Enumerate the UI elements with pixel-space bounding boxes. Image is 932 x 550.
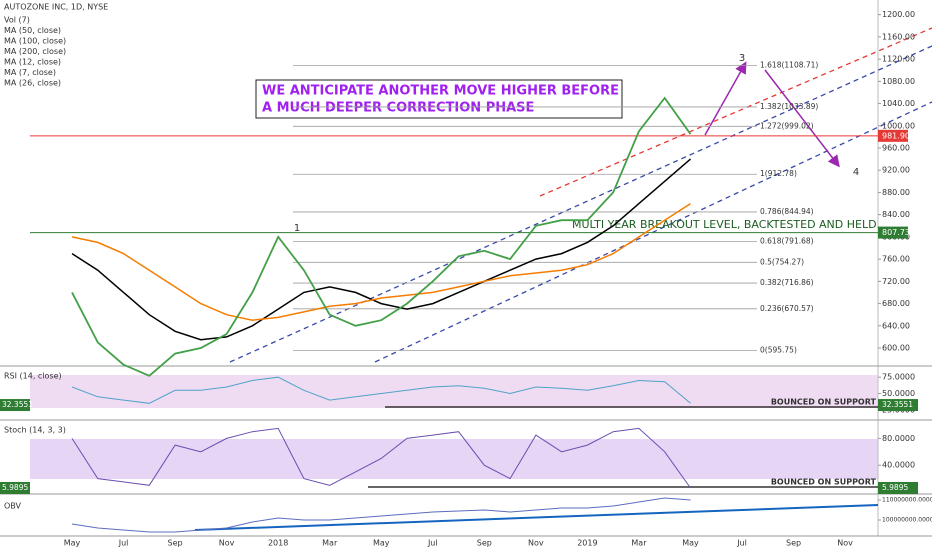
x-tick-label: Jul (736, 539, 747, 548)
legend-entry: MA (200, close) (4, 47, 66, 56)
y-tick-label: 75.0000 (882, 373, 915, 382)
y-tick-label: 880.00 (882, 188, 910, 197)
x-tick-label: Mar (631, 539, 647, 548)
y-tick-label: 1120.00 (882, 55, 915, 64)
price-label: 807.73 (882, 228, 910, 237)
x-tick-label: May (64, 539, 81, 548)
fib-label: 0.618(791.68) (760, 237, 814, 246)
current-badge (0, 399, 30, 412)
price-label: 981.90 (882, 131, 910, 140)
projection-arrow (764, 69, 840, 168)
fib-label: 0.5(754.27) (760, 257, 804, 266)
rsi-band (30, 375, 878, 408)
y-tick-label: 110000000.0000 (882, 497, 932, 504)
headline: WE ANTICIPATE ANOTHER MOVE HIGHER BEFORE (262, 84, 619, 99)
y-tick-label: 100000000.0000 (882, 517, 932, 524)
projection-arrow (704, 61, 747, 136)
y-tick-label: 640.00 (882, 321, 910, 330)
fib-label: 0.236(670.57) (760, 304, 814, 313)
x-tick-label: 2018 (268, 539, 288, 548)
legend-entry: MA (7, close) (4, 68, 56, 77)
price-badge (878, 226, 908, 239)
price-badge (878, 129, 908, 142)
y-tick-label: 920.00 (882, 166, 910, 175)
pane-title: Stoch (14, 3, 3) (4, 426, 66, 435)
wave-label: 4 (853, 167, 859, 178)
y-tick-label: 840.00 (882, 210, 910, 219)
fib-label: 1.618(1108.71) (760, 60, 818, 69)
fib-label: 0.382(716.86) (760, 278, 814, 287)
data-line (71, 96, 692, 377)
data-line (71, 376, 691, 404)
fib-label: 1(912.78) (760, 169, 797, 178)
y-tick-label: 600.00 (882, 344, 910, 353)
legend-entry: Vol (7) (4, 16, 30, 25)
y-tick-label: 1080.00 (882, 77, 915, 86)
current-label: 5.9895 (2, 483, 28, 492)
y-tick-label: 1000.00 (882, 121, 915, 130)
legend-entry: MA (26, close) (4, 79, 61, 88)
channel-line (229, 45, 932, 363)
data-line (71, 497, 691, 533)
data-line (71, 158, 691, 341)
current-label: 32.3551 (882, 400, 913, 409)
current-label: 5.9895 (882, 483, 908, 492)
pane-title: OBV (4, 502, 22, 511)
legend-entry: MA (12, close) (4, 58, 61, 67)
x-tick-label: May (682, 539, 699, 548)
current-badge (0, 481, 30, 494)
breakout-note: MULTI YEAR BREAKOUT LEVEL, BACKTESTED AN… (572, 218, 880, 231)
legend-entry: MA (100, close) (4, 37, 66, 46)
y-tick-label: 760.00 (882, 255, 910, 264)
fib-label: 1.382(1033.89) (760, 102, 818, 111)
headline: A MUCH DEEPER CORRECTION PHASE (262, 101, 534, 116)
pane-title: RSI (14, close) (4, 372, 62, 381)
channel-line (374, 101, 932, 363)
y-tick-label: 720.00 (882, 277, 910, 286)
stoch-band (30, 439, 878, 479)
y-tick-label: 1040.00 (882, 99, 915, 108)
x-tick-label: Jul (427, 539, 438, 548)
y-tick-label: 1200.00 (882, 10, 915, 19)
x-tick-label: Nov (219, 539, 235, 548)
x-tick-label: Sep (786, 539, 801, 548)
x-tick-label: May (373, 539, 390, 548)
channel-line (539, 27, 932, 197)
chart-title: AUTOZONE INC, 1D, NYSE (4, 3, 108, 12)
data-line (71, 202, 691, 321)
y-tick-label: 680.00 (882, 299, 910, 308)
fib-label: 1.272(999.02) (760, 121, 814, 130)
y-tick-label: 50.0000 (882, 389, 915, 398)
pane-note: BOUNCED ON SUPPORT (771, 478, 877, 487)
headline-box (255, 79, 623, 119)
fib-label: 0(595.75) (760, 345, 797, 354)
y-tick-label: 40.0000 (882, 461, 915, 470)
wave-label: 1 (294, 223, 300, 234)
obv-trendline (194, 504, 879, 531)
current-label: 32.3551 (2, 400, 33, 409)
x-tick-label: Sep (477, 539, 492, 548)
fib-label: 0.786(844.94) (760, 207, 814, 216)
y-tick-label: 1160.00 (882, 32, 915, 41)
x-tick-label: Mar (322, 539, 338, 548)
wave-label: 3 (739, 53, 745, 64)
x-tick-label: Jul (118, 539, 129, 548)
pane-note: BOUNCED ON SUPPORT (771, 398, 877, 407)
y-tick-label: 960.00 (882, 144, 910, 153)
current-badge (878, 399, 918, 412)
current-badge (878, 481, 918, 494)
legend-entry: MA (50, close) (4, 26, 61, 35)
x-tick-label: 2019 (577, 539, 597, 548)
x-tick-label: Sep (168, 539, 183, 548)
data-line (71, 427, 691, 489)
x-tick-label: Nov (528, 539, 544, 548)
y-tick-label: 80.0000 (882, 434, 915, 443)
x-tick-label: Nov (837, 539, 853, 548)
